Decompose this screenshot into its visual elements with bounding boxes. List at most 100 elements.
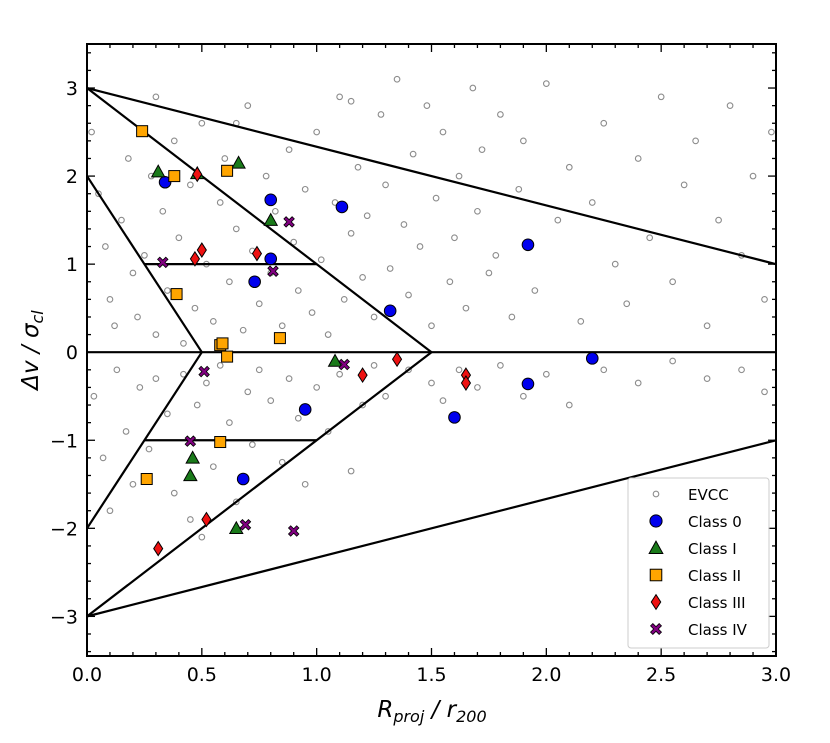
evcc-point-56 [409,150,417,158]
evcc-point-36 [294,287,302,294]
evcc-point-74 [520,137,527,145]
class-0-point-3 [264,252,278,266]
evcc-point-127 [313,384,321,391]
evcc-point-138 [474,384,481,391]
evcc-point-25 [232,225,240,233]
evcc-point-149 [198,533,206,541]
class-ii-point-3 [170,288,183,301]
evcc-point-129 [336,370,343,378]
class-iii-point-4 [391,351,403,368]
axis-ticks-layer [86,44,777,656]
evcc-point-94 [749,172,757,180]
legend-items: EVCC Class 0 Class I Class II Class III Class… [648,486,748,639]
class-ii-point-5 [216,337,229,350]
evcc-point-37 [301,185,309,193]
class-ii-point-2 [221,164,234,177]
class-iii-point-0 [192,166,203,183]
class-0-point-7 [585,352,599,365]
evcc-point-136 [439,397,447,404]
evcc-point-62 [446,278,454,286]
evcc-point-80 [588,199,596,206]
legend-label-class-0: Class 0 [688,513,742,531]
y-tick-label-3: 0 [66,342,78,364]
class-0-point-2 [335,200,349,214]
x-tick-label-2: 1.0 [302,664,332,686]
evcc-point-124 [285,375,293,382]
class-i-point-6 [183,467,198,482]
evcc-point-48 [363,212,371,220]
evcc-point-53 [393,75,401,83]
x-tick-label-6: 3.0 [761,664,791,686]
evcc-point-95 [761,296,768,303]
class-i-point-5 [185,450,200,464]
evcc-point-135 [428,379,435,387]
class-0-point-0 [158,175,172,189]
evcc-point-66 [469,84,477,92]
class-0-point-1 [264,193,278,207]
evcc-point-47 [359,274,366,281]
region-line-5 [86,351,203,529]
evcc-point-32 [271,207,279,215]
x-label-rest-sub: 200 [456,707,487,726]
region-line-0 [86,86,777,266]
evcc-point-22 [216,199,224,206]
evcc-point-26 [239,326,247,334]
evcc-point-52 [386,265,394,272]
y-tick-label-1: −2 [50,518,78,540]
evcc-point-9 [141,251,148,259]
evcc-point-132 [370,362,378,369]
evcc-point-60 [432,194,440,202]
legend-marker-class-ii [649,568,663,582]
evcc-point-126 [301,480,309,488]
evcc-point-87 [669,278,677,286]
evcc-point-90 [703,322,711,330]
evcc-point-110 [170,489,178,497]
y-tick-label-6: 3 [66,78,78,100]
class-i-point-7 [228,520,244,535]
legend-marker-evcc [652,490,660,498]
evcc-point-123 [278,458,286,466]
evcc-point-140 [520,392,527,400]
evcc-point-88 [680,181,688,189]
class-i-point-0 [150,164,166,178]
evcc-point-6 [124,155,132,162]
evcc-point-131 [359,401,366,409]
evcc-point-61 [439,128,447,136]
legend-label-evcc: EVCC [688,486,729,504]
legend-marker-class-0 [649,514,663,528]
evcc-point-46 [354,163,362,171]
evcc-point-77 [554,216,562,224]
evcc-point-112 [187,516,194,523]
evcc-point-40 [317,256,325,264]
x-axis-label: Rproj / r200 [377,697,486,726]
x-tick-label-5: 2.5 [646,664,676,686]
evcc-point-24 [226,278,233,286]
evcc-point-49 [370,313,378,321]
x-tick-label-3: 1.5 [416,664,446,686]
evcc-point-106 [136,384,144,391]
class-0-point-4 [248,275,261,289]
evcc-point-145 [669,357,677,365]
y-axis-label: Δv / σcl [18,310,47,392]
evcc-point-43 [336,93,343,101]
class-iv-point-0 [283,216,295,228]
class-iv-point-6 [239,519,252,531]
legend-label-class-ii: Class II [688,567,741,585]
evcc-point-0 [88,128,95,136]
evcc-point-100 [90,392,98,400]
evcc-point-134 [405,366,412,374]
evcc-point-55 [405,291,412,299]
evcc-point-12 [159,207,167,215]
evcc-point-141 [542,370,550,378]
class-0-point-8 [521,377,535,391]
evcc-point-54 [400,221,408,228]
evcc-point-116 [216,362,224,369]
y-tick-label-4: 1 [66,254,78,276]
evcc-point-57 [416,243,424,250]
evcc-point-102 [106,507,114,515]
evcc-point-128 [324,428,332,435]
class-i-point-3 [263,212,279,226]
evcc-point-23 [221,155,229,162]
y-label-main: Δv / σ [18,322,44,392]
